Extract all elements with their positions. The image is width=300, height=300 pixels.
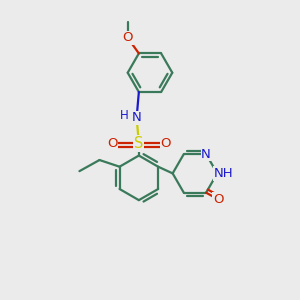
Text: O: O [213, 193, 224, 206]
Text: O: O [107, 137, 117, 150]
Text: N: N [201, 148, 211, 160]
Text: N: N [132, 111, 142, 124]
Text: O: O [160, 137, 171, 150]
Text: H: H [120, 109, 129, 122]
Text: O: O [122, 31, 133, 44]
Text: NH: NH [214, 167, 234, 180]
Text: S: S [134, 136, 143, 151]
